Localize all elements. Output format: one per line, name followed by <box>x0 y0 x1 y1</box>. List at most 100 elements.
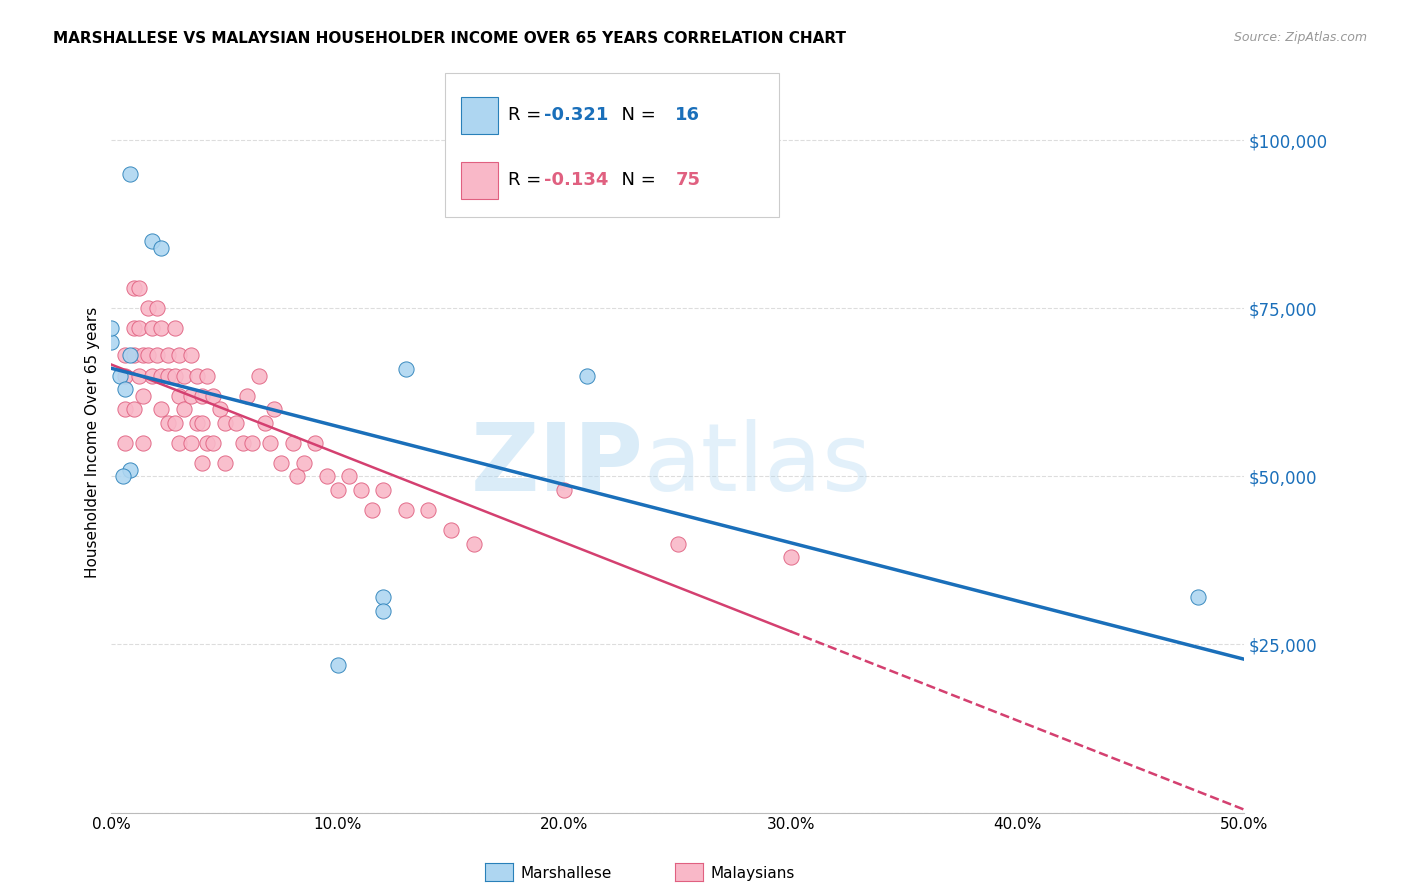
Point <box>110 368 132 383</box>
Point <box>195 435 218 450</box>
Point <box>100 334 122 349</box>
Point <box>118 167 141 181</box>
Point <box>440 523 463 537</box>
Point <box>240 435 263 450</box>
Point <box>254 416 277 430</box>
Point <box>191 416 214 430</box>
Point <box>163 368 186 383</box>
Point <box>270 456 292 470</box>
Text: R =: R = <box>508 171 547 189</box>
Point <box>114 402 136 417</box>
Point <box>191 456 214 470</box>
Point <box>141 321 163 335</box>
Point <box>349 483 371 497</box>
Point <box>173 402 195 417</box>
Point <box>395 361 418 376</box>
Point <box>202 389 225 403</box>
FancyBboxPatch shape <box>461 97 498 135</box>
Point <box>132 348 155 362</box>
Point <box>180 348 202 362</box>
Point <box>114 368 136 383</box>
Point <box>145 301 167 316</box>
Point <box>141 368 163 383</box>
Y-axis label: Householder Income Over 65 years: Householder Income Over 65 years <box>86 307 100 578</box>
Point <box>173 368 195 383</box>
Point <box>150 321 173 335</box>
Point <box>118 463 141 477</box>
Point <box>128 321 150 335</box>
Point <box>186 368 208 383</box>
Point <box>360 503 382 517</box>
Point <box>214 416 236 430</box>
Point <box>186 416 208 430</box>
Point <box>132 435 155 450</box>
Point <box>128 281 150 295</box>
Point <box>145 348 167 362</box>
Point <box>157 348 180 362</box>
Text: atlas: atlas <box>644 419 872 511</box>
Point <box>418 503 440 517</box>
Point <box>236 389 259 403</box>
Text: N =: N = <box>610 106 661 124</box>
Point <box>122 402 145 417</box>
Point <box>136 301 159 316</box>
Point <box>285 469 308 483</box>
Point <box>157 368 180 383</box>
FancyBboxPatch shape <box>446 73 779 217</box>
Text: ZIP: ZIP <box>471 419 644 511</box>
Point <box>326 483 349 497</box>
Text: Marshallese: Marshallese <box>520 866 612 880</box>
Point <box>136 348 159 362</box>
Point <box>225 416 247 430</box>
Text: R =: R = <box>508 106 547 124</box>
Point <box>169 348 191 362</box>
Point <box>209 402 232 417</box>
Point <box>163 321 186 335</box>
Point <box>180 389 202 403</box>
Point <box>100 321 122 335</box>
Point <box>553 483 575 497</box>
Point <box>232 435 254 450</box>
Point <box>191 389 214 403</box>
Point <box>128 368 150 383</box>
Text: N =: N = <box>610 171 661 189</box>
Point <box>202 435 225 450</box>
Point <box>157 416 180 430</box>
Point <box>141 234 163 248</box>
Point <box>373 591 395 605</box>
Point <box>122 281 145 295</box>
Point <box>195 368 218 383</box>
Point <box>373 483 395 497</box>
Point <box>114 348 136 362</box>
Point <box>575 368 598 383</box>
Text: MARSHALLESE VS MALAYSIAN HOUSEHOLDER INCOME OVER 65 YEARS CORRELATION CHART: MARSHALLESE VS MALAYSIAN HOUSEHOLDER INC… <box>53 31 846 46</box>
Point <box>463 536 485 550</box>
Point <box>122 321 145 335</box>
Text: 16: 16 <box>675 106 700 124</box>
Point <box>150 402 173 417</box>
Point <box>214 456 236 470</box>
Text: Source: ZipAtlas.com: Source: ZipAtlas.com <box>1233 31 1367 45</box>
Point <box>163 416 186 430</box>
Point <box>315 469 337 483</box>
Point <box>118 348 141 362</box>
Point <box>169 435 191 450</box>
Text: -0.321: -0.321 <box>544 106 609 124</box>
Point <box>114 435 136 450</box>
Point <box>666 536 689 550</box>
Point <box>111 469 134 483</box>
Point <box>247 368 270 383</box>
Point <box>395 503 418 517</box>
Text: Malaysians: Malaysians <box>710 866 794 880</box>
Point <box>150 241 173 255</box>
Point <box>292 456 315 470</box>
Point <box>132 389 155 403</box>
Text: -0.134: -0.134 <box>544 171 609 189</box>
Text: 75: 75 <box>675 171 700 189</box>
FancyBboxPatch shape <box>461 162 498 200</box>
Point <box>259 435 281 450</box>
Point <box>373 604 395 618</box>
Point <box>779 550 801 565</box>
Point <box>122 348 145 362</box>
Point <box>114 382 136 396</box>
